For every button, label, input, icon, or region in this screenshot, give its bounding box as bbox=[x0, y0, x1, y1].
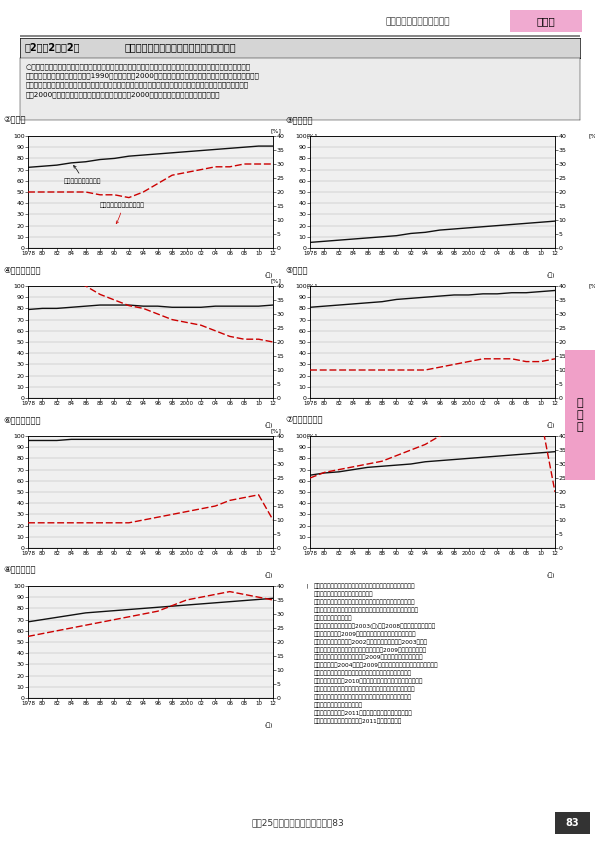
Text: 臨時・日雇比率（右目盛）: 臨時・日雇比率（右目盛） bbox=[100, 202, 145, 224]
Text: ⑤製造業: ⑤製造業 bbox=[286, 266, 308, 274]
Text: (年): (年) bbox=[265, 423, 273, 429]
Text: 雇用者比率（左目盛）: 雇用者比率（左目盛） bbox=[64, 166, 102, 184]
Text: (年): (年) bbox=[265, 273, 273, 278]
Text: (年): (年) bbox=[265, 573, 273, 578]
Text: 第2－（2）－2図: 第2－（2）－2図 bbox=[25, 42, 80, 52]
Text: 第
２
節: 第 ２ 節 bbox=[577, 398, 583, 432]
Y-axis label: [%]: [%] bbox=[270, 129, 281, 134]
Text: 産業構造、職業構造の推移: 産業構造、職業構造の推移 bbox=[385, 18, 449, 26]
Text: ⑦卸売・小売業: ⑦卸売・小売業 bbox=[286, 416, 323, 425]
Text: 資料出所　最新省統計書「労働力調査」をもとに厚生労働省労働
　　　　　政策担当参事官室にて作成
（注）１）雇用者比率は就業者に占める雇用者の割合。臨時・日
　　: 資料出所 最新省統計書「労働力調査」をもとに厚生労働省労働 政策担当参事官室にて… bbox=[314, 584, 438, 723]
Y-axis label: [%]: [%] bbox=[307, 584, 318, 589]
Text: ③農林漁業: ③農林漁業 bbox=[286, 116, 313, 125]
Y-axis label: [%]: [%] bbox=[307, 284, 318, 289]
Y-axis label: [%]: [%] bbox=[589, 434, 595, 439]
Text: (年): (年) bbox=[265, 722, 273, 728]
Y-axis label: [%]: [%] bbox=[307, 134, 318, 139]
Text: 83: 83 bbox=[566, 818, 580, 828]
Text: (年): (年) bbox=[546, 423, 555, 429]
Y-axis label: [%]: [%] bbox=[589, 284, 595, 289]
Y-axis label: [%]: [%] bbox=[270, 279, 281, 284]
Text: ②全産業: ②全産業 bbox=[4, 116, 26, 125]
Text: 平成25年版　労働経済の分析　83: 平成25年版 労働経済の分析 83 bbox=[251, 818, 344, 827]
Text: ○　雇用者比率は全産業でみると上昇傾向にあるが、鉱業・建設業や運輸・通信業ではおおむね横ばいである。臨
　時・日雇比率は全産業でみると1990年代後半から200: ○ 雇用者比率は全産業でみると上昇傾向にあるが、鉱業・建設業や運輸・通信業ではお… bbox=[26, 63, 259, 98]
Text: (年): (年) bbox=[546, 273, 555, 278]
Y-axis label: [%]: [%] bbox=[589, 134, 595, 139]
Text: ④鉱業・建設業: ④鉱業・建設業 bbox=[4, 266, 41, 274]
Text: 産業別雇用者比率、臨時・日雇比率の推移: 産業別雇用者比率、臨時・日雇比率の推移 bbox=[125, 42, 237, 52]
Y-axis label: [%]: [%] bbox=[270, 429, 281, 434]
Text: 第２節: 第２節 bbox=[537, 16, 555, 26]
Text: ⑧サービス業: ⑧サービス業 bbox=[4, 566, 36, 575]
Text: (年): (年) bbox=[546, 573, 555, 578]
Y-axis label: [%]: [%] bbox=[307, 434, 318, 439]
Text: ⑥運輸・通信業: ⑥運輸・通信業 bbox=[4, 416, 41, 425]
